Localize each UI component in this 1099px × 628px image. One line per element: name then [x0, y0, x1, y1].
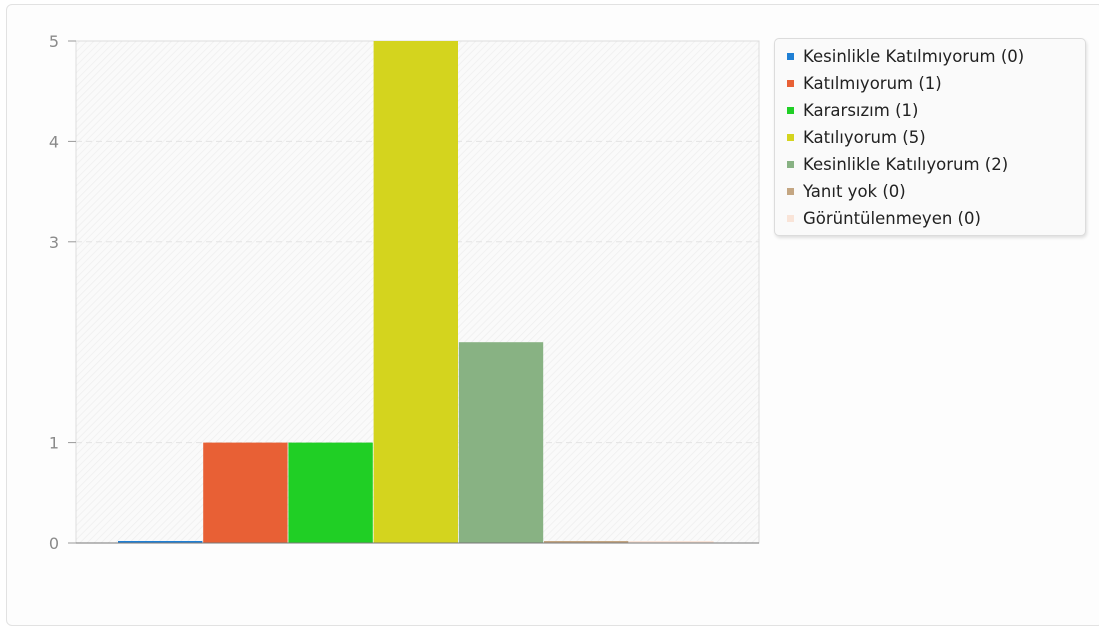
bar-2[interactable] [203, 442, 288, 543]
y-tick-label: 0 [49, 534, 59, 553]
bar-7[interactable] [629, 541, 714, 543]
legend-swatch [787, 134, 794, 141]
legend-swatch [787, 215, 794, 222]
legend-swatch [787, 161, 794, 168]
chart-legend: Kesinlikle Katılmıyorum (0) Katılmıyorum … [774, 38, 1086, 236]
bar-5[interactable] [458, 342, 544, 543]
bar-6[interactable] [544, 541, 629, 543]
bar-3[interactable] [288, 442, 373, 543]
legend-label: Katılmıyorum (1) [803, 74, 942, 93]
legend-swatch [787, 80, 794, 87]
legend-item[interactable]: Katılmıyorum (1) [787, 70, 1085, 97]
legend-item[interactable]: Görüntülenmeyen (0) [787, 205, 1085, 232]
y-tick-label: 1 [49, 434, 59, 453]
y-tick-label: 5 [49, 32, 59, 51]
legend-swatch [787, 188, 794, 195]
legend-swatch [787, 107, 794, 114]
legend-item[interactable]: Kararsızım (1) [787, 97, 1085, 124]
legend-label: Kesinlikle Katılıyorum (2) [803, 155, 1009, 174]
legend-label: Kesinlikle Katılmıyorum (0) [803, 47, 1025, 66]
legend-label: Katılıyorum (5) [803, 128, 926, 147]
legend-item[interactable]: Kesinlikle Katılıyorum (2) [787, 151, 1085, 178]
legend-label: Kararsızım (1) [803, 101, 919, 120]
legend-item[interactable]: Yanıt yok (0) [787, 178, 1085, 205]
legend-item[interactable]: Kesinlikle Katılmıyorum (0) [787, 43, 1085, 70]
bar-1[interactable] [118, 541, 203, 543]
legend-label: Görüntülenmeyen (0) [803, 209, 981, 228]
y-tick-label: 3 [49, 233, 59, 252]
legend-label: Yanıt yok (0) [803, 182, 906, 201]
bar-4[interactable] [373, 41, 458, 543]
y-tick-label: 4 [49, 132, 59, 151]
legend-swatch [787, 53, 794, 60]
legend-item[interactable]: Katılıyorum (5) [787, 124, 1085, 151]
